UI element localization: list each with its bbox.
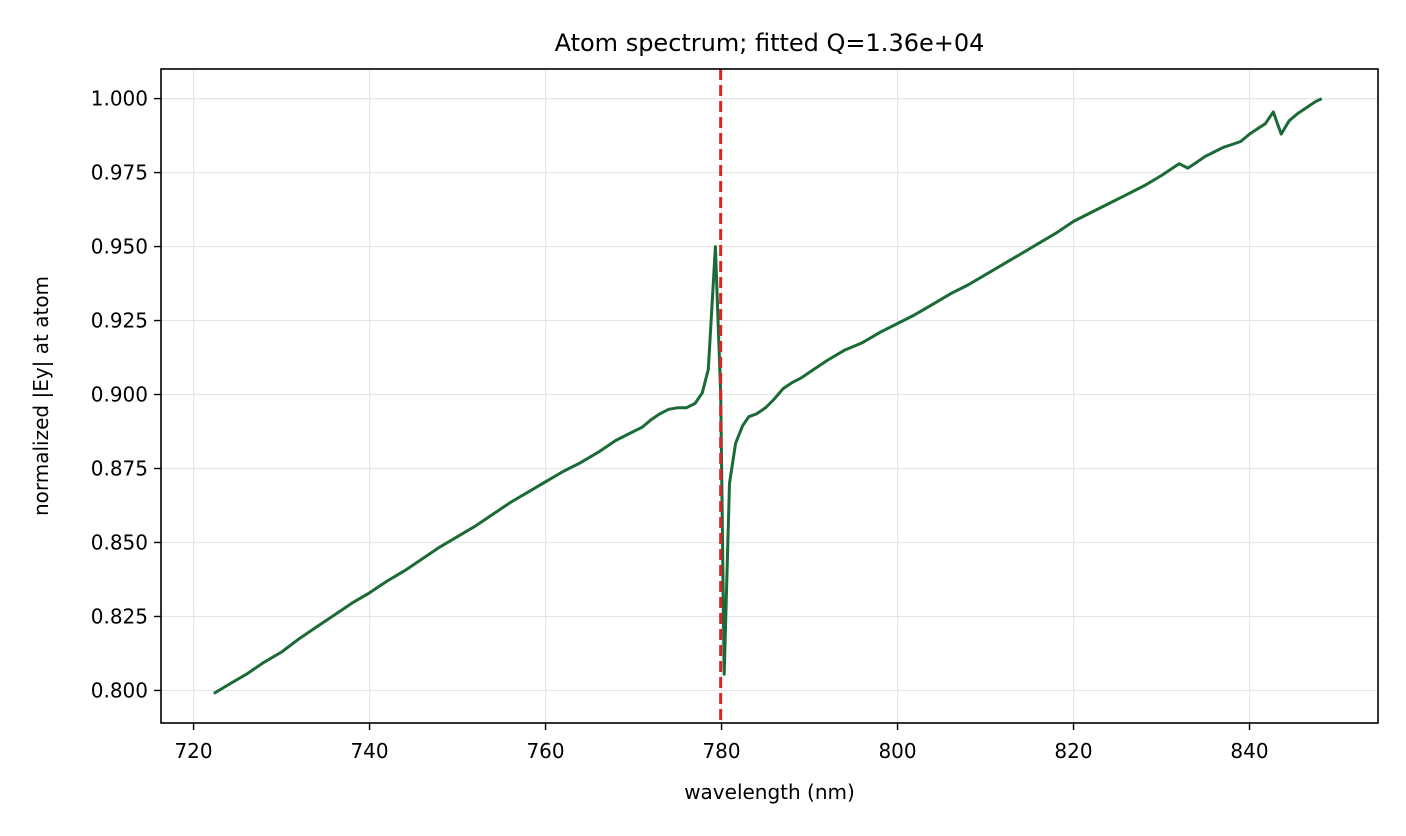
y-tick-label: 0.900 — [91, 383, 148, 407]
series-line — [213, 97, 1323, 695]
y-tick-label: 1.000 — [91, 87, 148, 111]
axes-frame — [160, 68, 1379, 724]
x-tick-label: 780 — [702, 739, 740, 763]
y-tick-label: 0.825 — [91, 604, 148, 628]
plot-area — [213, 69, 1323, 723]
x-tick-label: 740 — [350, 739, 388, 763]
x-tick-label: 820 — [1054, 739, 1092, 763]
x-tick-label: 760 — [526, 739, 564, 763]
y-tick-label: 0.800 — [91, 678, 148, 702]
y-tick-label: 0.925 — [91, 309, 148, 333]
y-tick-label: 0.950 — [91, 235, 148, 259]
chart-title: Atom spectrum; fitted Q=1.36e+04 — [555, 29, 985, 57]
y-tick-label: 0.875 — [91, 457, 148, 481]
y-tick-label: 0.850 — [91, 530, 148, 554]
ticks: 720 740 760 780 800 820 840 0.800 0.825 0.850 0.87… — [91, 87, 1269, 763]
y-tick-label: 0.975 — [91, 161, 148, 185]
x-tick-label: 800 — [878, 739, 916, 763]
x-axis-label: wavelength (nm) — [684, 780, 855, 804]
grid — [161, 69, 1378, 723]
x-tick-label: 720 — [174, 739, 212, 763]
y-axis-label: normalized |Ey| at atom — [29, 276, 53, 516]
x-tick-label: 840 — [1230, 739, 1268, 763]
